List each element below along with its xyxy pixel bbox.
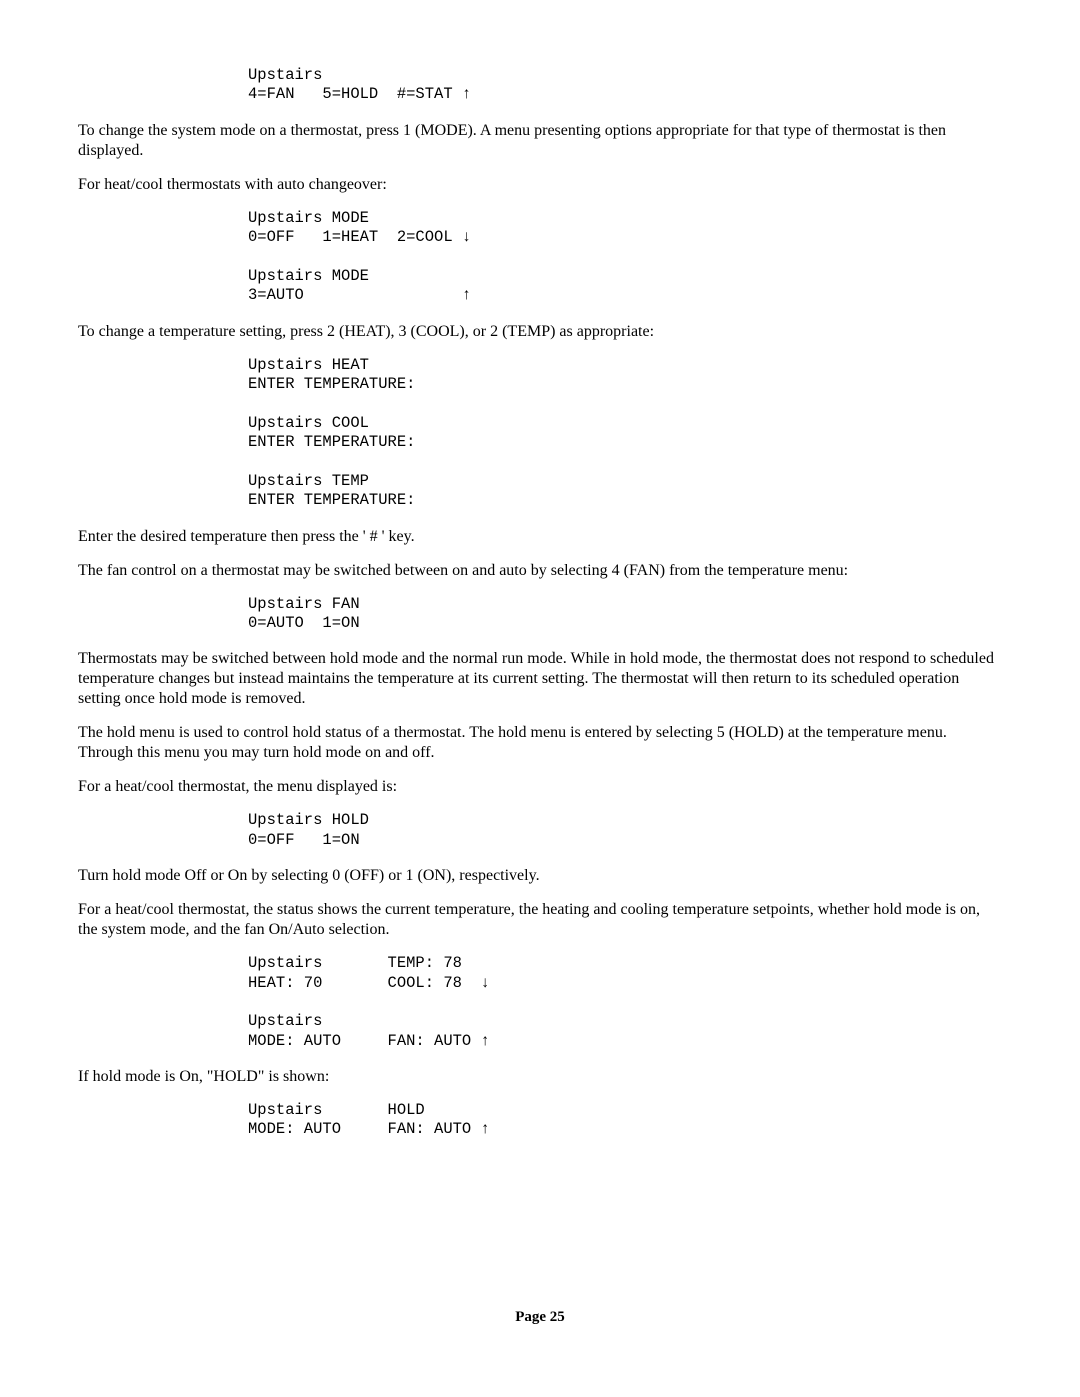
paragraph: Enter the desired temperature then press…: [78, 527, 1002, 547]
display-block-hold-status: Upstairs HOLD MODE: AUTO FAN: AUTO ↑: [248, 1101, 1002, 1140]
page-number: Page 25: [0, 1308, 1080, 1327]
paragraph: For a heat/cool thermostat, the status s…: [78, 900, 1002, 940]
paragraph: To change a temperature setting, press 2…: [78, 322, 1002, 342]
paragraph: The fan control on a thermostat may be s…: [78, 561, 1002, 581]
display-block-fan: Upstairs FAN 0=AUTO 1=ON: [248, 595, 1002, 634]
display-block-status: Upstairs TEMP: 78 HEAT: 70 COOL: 78 ↓ Up…: [248, 954, 1002, 1051]
paragraph: For heat/cool thermostats with auto chan…: [78, 175, 1002, 195]
paragraph: Turn hold mode Off or On by selecting 0 …: [78, 866, 1002, 886]
paragraph: The hold menu is used to control hold st…: [78, 723, 1002, 763]
display-block-mode: Upstairs MODE 0=OFF 1=HEAT 2=COOL ↓ Upst…: [248, 209, 1002, 306]
display-block-1: Upstairs 4=FAN 5=HOLD #=STAT ↑: [248, 66, 1002, 105]
paragraph: If hold mode is On, "HOLD" is shown:: [78, 1067, 1002, 1087]
paragraph: For a heat/cool thermostat, the menu dis…: [78, 777, 1002, 797]
paragraph: Thermostats may be switched between hold…: [78, 649, 1002, 709]
paragraph: To change the system mode on a thermosta…: [78, 121, 1002, 161]
display-block-temp: Upstairs HEAT ENTER TEMPERATURE: Upstair…: [248, 356, 1002, 511]
display-block-hold: Upstairs HOLD 0=OFF 1=ON: [248, 811, 1002, 850]
